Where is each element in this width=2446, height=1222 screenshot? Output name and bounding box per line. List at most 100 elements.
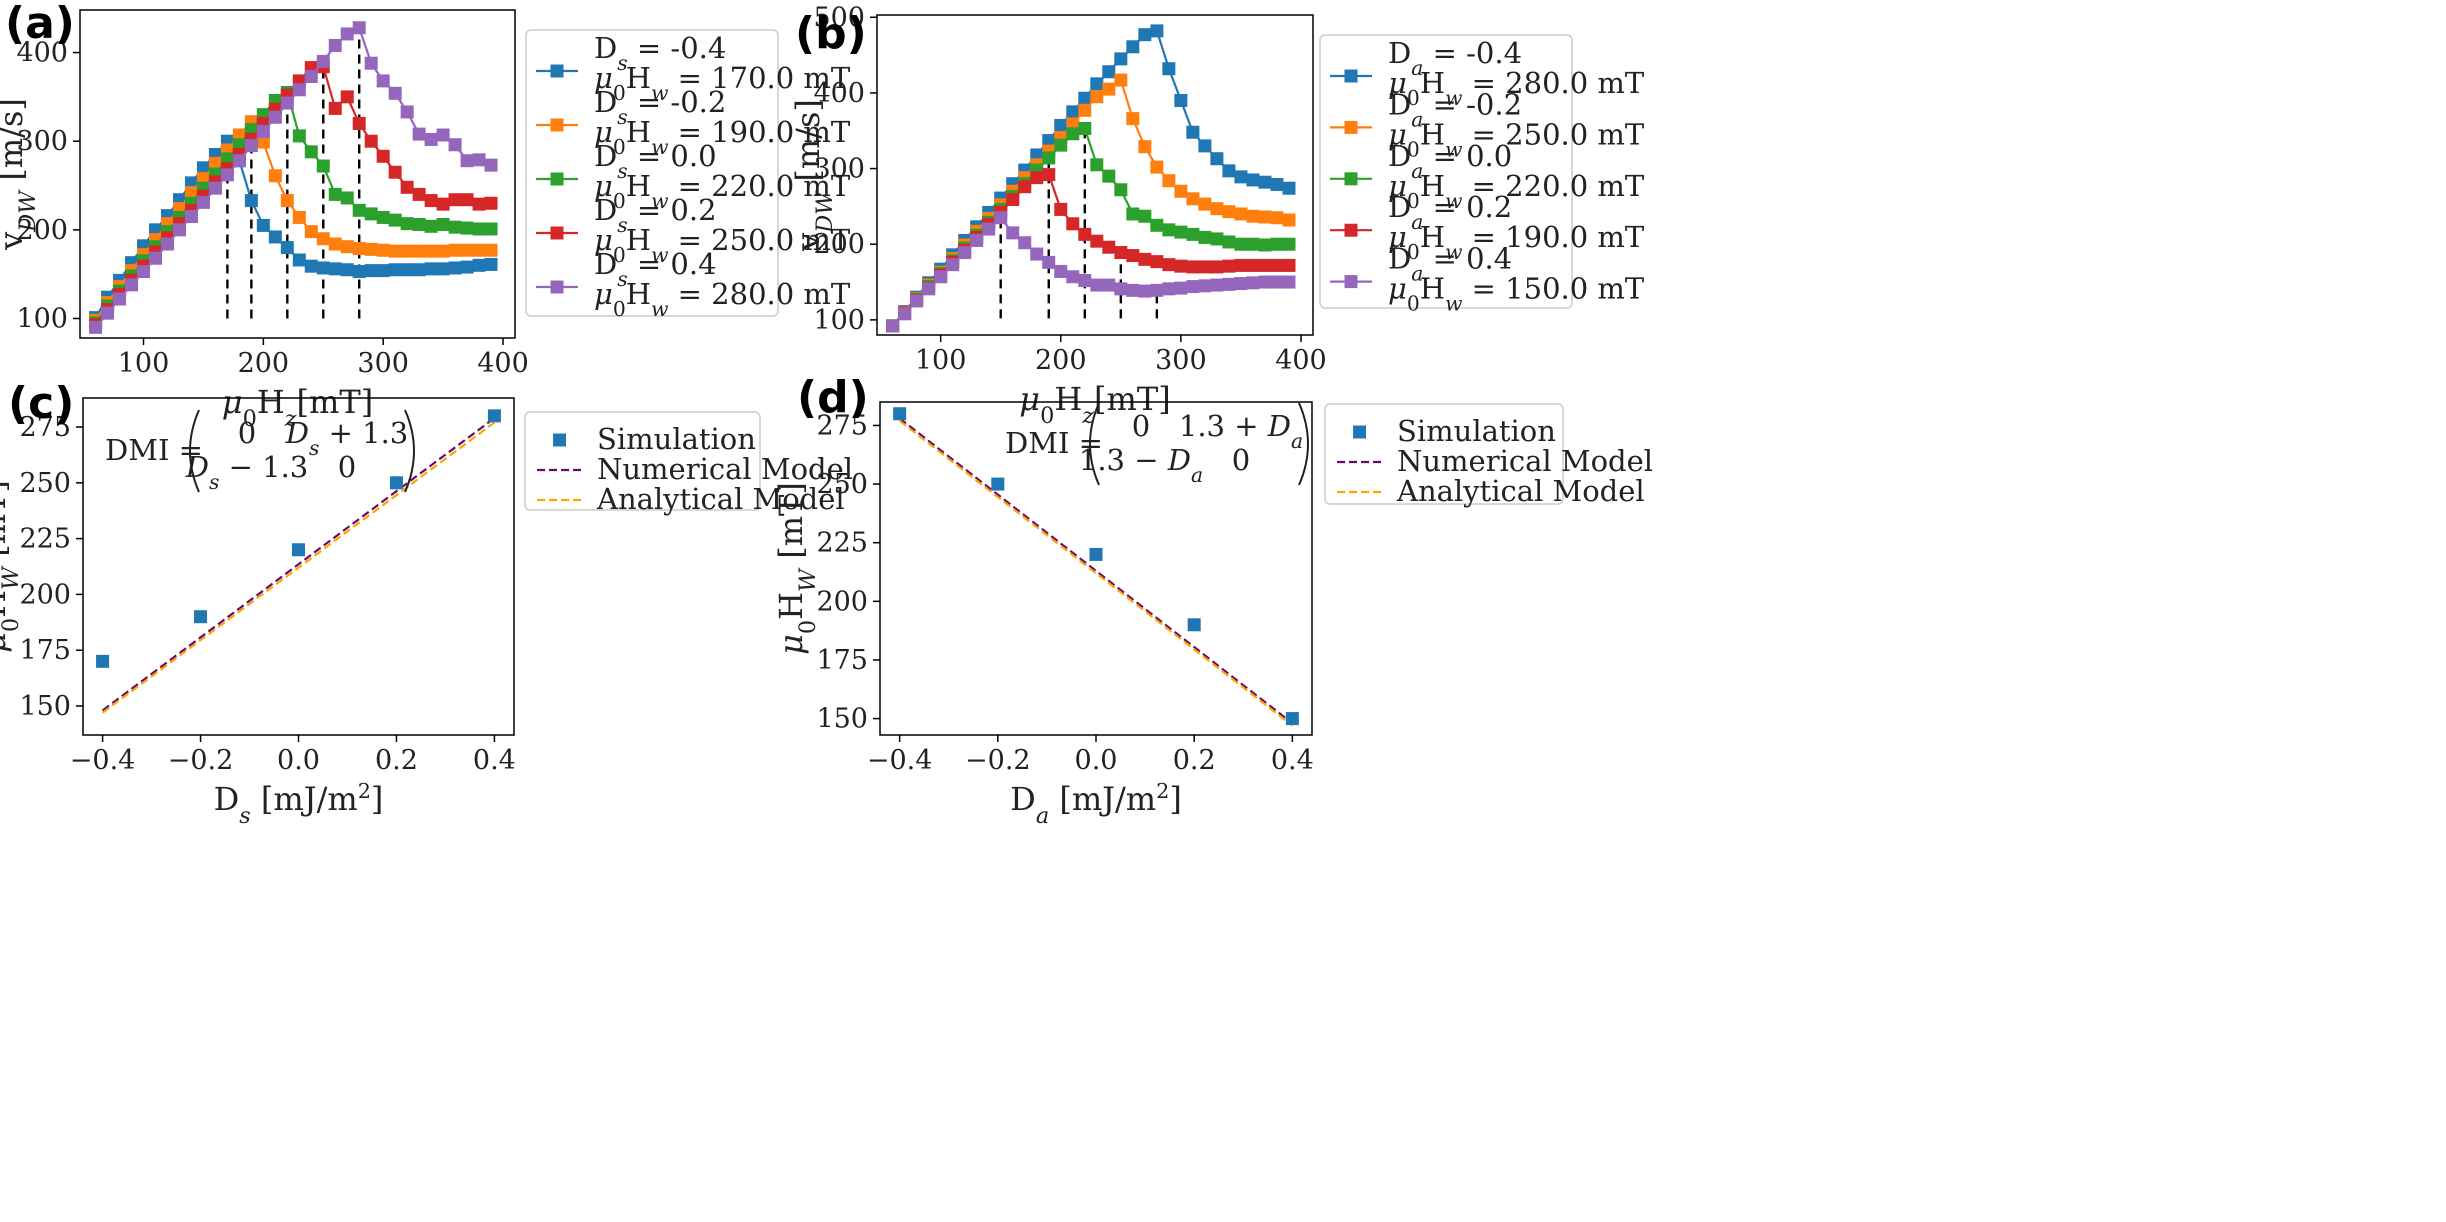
data-point	[1270, 258, 1284, 272]
y-tick-label: 200	[816, 586, 868, 617]
legend-label: Da = 0.4	[1388, 242, 1512, 286]
y-tick-label: 100	[16, 303, 68, 334]
data-point	[280, 241, 294, 255]
legend-frame	[524, 411, 761, 511]
data-point	[1066, 127, 1080, 141]
data-point	[208, 181, 222, 195]
data-point	[424, 262, 438, 276]
data-point	[268, 230, 282, 244]
data-point	[340, 240, 354, 254]
data-point	[412, 218, 426, 232]
y-tick-label: 200	[16, 215, 68, 246]
series-line	[891, 127, 1289, 327]
legend-label: Analytical Model	[596, 482, 845, 516]
data-point	[352, 21, 366, 35]
x-tick-label: −0.4	[867, 745, 933, 776]
data-point	[1222, 277, 1236, 291]
legend-label: Simulation	[1397, 414, 1556, 448]
data-point	[1126, 112, 1140, 126]
data-point	[184, 210, 198, 224]
data-point	[1030, 247, 1044, 261]
y-tick-label: 300	[16, 126, 68, 157]
data-point	[292, 253, 306, 267]
chart-panel-a: 100 200 300 400 100 200 300 400 μ0Hz[mT] vDW [m/s…	[0, 9, 529, 432]
simulation-point	[194, 610, 208, 624]
data-point	[1150, 24, 1164, 38]
data-point	[1006, 193, 1020, 207]
data-point	[436, 128, 450, 142]
data-point	[1090, 278, 1104, 292]
y-tick-label: 275	[816, 410, 868, 441]
data-point	[328, 38, 342, 52]
data-point	[148, 223, 162, 237]
data-point	[220, 168, 234, 182]
y-axis-label: vDW [m/s]	[789, 99, 838, 252]
x-tick-label: 300	[357, 348, 409, 379]
simulation-point	[893, 407, 907, 421]
matrix-entry: 1.3 + Da	[1179, 409, 1303, 453]
data-point	[304, 225, 318, 239]
numerical-model-line	[101, 417, 496, 712]
data-point	[1222, 259, 1236, 273]
data-point	[388, 213, 402, 227]
x-tick-label: 0.4	[1271, 745, 1314, 776]
legend-marker	[550, 280, 564, 294]
data-point	[400, 180, 414, 194]
data-point	[1174, 93, 1188, 107]
data-point	[196, 171, 210, 185]
data-point	[328, 262, 342, 276]
data-point	[1234, 277, 1248, 291]
data-point	[910, 294, 924, 308]
y-axis-label: vDW [m/s]	[0, 98, 41, 251]
data-point	[448, 138, 462, 152]
data-point	[484, 222, 498, 236]
data-point	[412, 263, 426, 277]
panel-label: (b)	[795, 8, 867, 59]
data-point	[113, 292, 127, 306]
data-point	[364, 242, 378, 256]
data-point	[304, 69, 318, 83]
data-point	[412, 187, 426, 201]
x-tick-label: 100	[915, 345, 967, 376]
legend-label: μ0Hw = 190.0 mT	[594, 115, 851, 159]
data-point	[1090, 158, 1104, 172]
data-point	[376, 149, 390, 163]
data-point	[1282, 181, 1296, 195]
simulation-point	[991, 477, 1005, 491]
y-tick-label: 150	[816, 704, 868, 735]
data-point	[101, 306, 115, 320]
data-point	[137, 265, 151, 279]
legend-label: Ds = 0.4	[594, 247, 717, 291]
data-point	[1090, 234, 1104, 248]
legend-label: μ0Hw = 150.0 mT	[1388, 272, 1645, 316]
legend-label: Numerical Model	[597, 452, 853, 486]
data-point	[1282, 237, 1296, 251]
data-point	[484, 257, 498, 271]
y-tick-label: 275	[19, 412, 71, 443]
legend-label: μ0Hw = 280.0 mT	[594, 277, 851, 321]
data-point	[316, 232, 330, 246]
data-point	[1162, 174, 1176, 188]
y-tick-label: 250	[816, 469, 868, 500]
data-point	[460, 243, 474, 257]
y-tick-label: 225	[816, 528, 868, 559]
data-point	[376, 243, 390, 257]
data-point	[1270, 237, 1284, 251]
legend-label: Da = -0.4	[1388, 36, 1522, 80]
data-point	[196, 161, 210, 175]
simulation-point	[1285, 712, 1299, 726]
plot-frame	[876, 14, 1314, 336]
x-axis-label: μ0Hz[mT]	[222, 383, 373, 432]
data-point	[1210, 232, 1224, 246]
y-tick-label: 100	[813, 305, 865, 336]
data-point	[1150, 160, 1164, 174]
data-point	[484, 196, 498, 210]
legend-label: Numerical Model	[1397, 444, 1653, 478]
legend-label: Simulation	[597, 422, 756, 456]
data-point	[1282, 258, 1296, 272]
data-point	[1150, 255, 1164, 269]
data-point	[1066, 270, 1080, 284]
data-point	[1126, 40, 1140, 54]
